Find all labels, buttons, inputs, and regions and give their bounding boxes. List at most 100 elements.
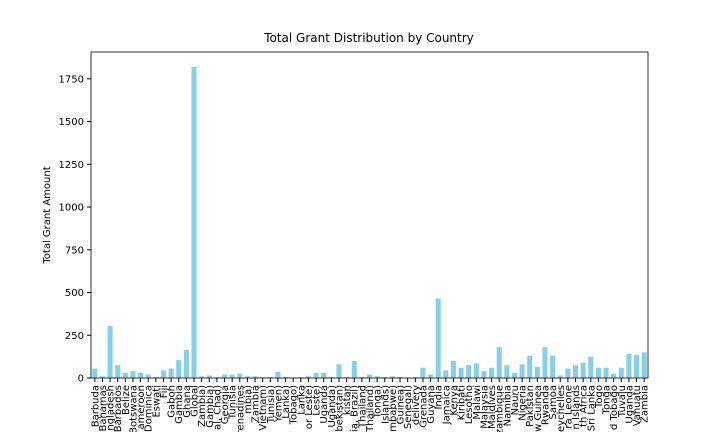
x-tick-label: Zambia (251, 385, 262, 423)
bar (92, 368, 98, 378)
bar (511, 372, 517, 378)
bar (366, 374, 373, 378)
bar (130, 371, 136, 378)
bar (466, 365, 472, 378)
bar (244, 376, 250, 378)
x-tick-label: Yemen) (273, 385, 284, 423)
bar (603, 367, 609, 378)
x-tick-label: Ghana (182, 385, 193, 418)
x-tick-label: Malawi (472, 385, 483, 420)
bar (595, 367, 601, 378)
bar (550, 355, 556, 378)
x-tick-label: Gabon (167, 385, 178, 418)
y-tick-label: 1500 (59, 117, 84, 128)
x-tick-label: bekistan) (334, 385, 345, 432)
x-tick-label: Tonga) (373, 385, 384, 419)
bar (298, 377, 304, 378)
y-tick-label: 1000 (59, 203, 84, 214)
x-tick-label: Tonga (602, 385, 613, 415)
bar (138, 372, 144, 378)
x-tick-label: Senegal) (403, 385, 414, 429)
bar (527, 355, 533, 378)
x-tick-label: India (434, 385, 445, 410)
x-tick-label: Belize (121, 385, 132, 415)
bar (275, 372, 281, 378)
bar (412, 377, 418, 378)
bar (260, 377, 266, 378)
x-tick-label: Vanuatu (632, 385, 643, 426)
y-tick-label: 750 (65, 245, 84, 256)
y-axis-label: Total Grant Amount (42, 166, 53, 264)
x-tick-label: Barbuda (90, 385, 101, 427)
bar (344, 377, 350, 378)
bar (382, 377, 388, 378)
x-tick-label: Zambia (640, 385, 651, 423)
bar (313, 372, 319, 378)
y-tick-label: 500 (65, 288, 84, 299)
x-tick-label: Zambia) (197, 385, 208, 427)
x-tick-label: Uganda (624, 385, 635, 424)
bar (336, 364, 342, 378)
bar (557, 375, 563, 378)
bar (160, 370, 167, 378)
x-tick-label: Seychelles (556, 385, 567, 432)
x-tick-label: Samoa (548, 385, 559, 419)
bar (572, 365, 579, 378)
x-tick-label: Georgia (220, 385, 231, 424)
x-tick-label: ia, Brazil) (350, 385, 361, 432)
x-tick-label: Tobago) (289, 385, 300, 425)
x-tick-label: Lesotho (464, 385, 475, 424)
x-tick-label: zambique (495, 385, 506, 432)
bar (252, 376, 258, 378)
x-tick-label: Tuvalu (617, 385, 628, 418)
bar (176, 360, 182, 378)
bar (237, 373, 243, 378)
bar (183, 349, 189, 378)
x-tick-label: Pakistan (525, 385, 536, 427)
x-tick-label: Botswana (128, 385, 139, 432)
bar (145, 374, 151, 378)
x-tick-label: Bahamas (98, 385, 109, 432)
x-tick-label: ngladesh (106, 385, 117, 431)
x-tick-label: Thailand) (365, 385, 376, 432)
x-tick-label: Jamaica (441, 385, 452, 425)
x-tick-label: Nauru (510, 385, 521, 415)
x-tick-label: Tunisia (228, 385, 239, 420)
x-tick-label: Guyana (426, 385, 437, 424)
x-tick-label: Dominica (144, 385, 155, 432)
x-tick-label: mbabwe) (388, 385, 399, 432)
bar (634, 354, 640, 378)
bar (229, 374, 235, 378)
x-tick-label: w Guinea (533, 385, 544, 432)
bar (618, 367, 624, 378)
bar (389, 376, 395, 378)
bar (321, 372, 327, 378)
bar (222, 374, 228, 378)
x-tick-label: or Leste) (304, 385, 315, 429)
bar (168, 368, 174, 378)
bar (374, 376, 380, 378)
bar (214, 377, 220, 378)
bar (580, 362, 586, 378)
x-tick-label: Sri Lanka (586, 385, 597, 431)
bar (588, 356, 594, 378)
bar (435, 298, 441, 378)
chart-title: Total Grant Distribution by Country (263, 31, 474, 45)
x-tick-label: Grenadines (235, 385, 246, 432)
y-tick-label: 250 (65, 331, 84, 342)
bar (534, 366, 540, 378)
x-tick-label: Islands) (380, 385, 391, 424)
x-tick-label: Namibia (502, 385, 513, 426)
x-tick-label: Maldives (487, 385, 498, 429)
x-tick-label: Gambia) (205, 385, 216, 428)
x-tick-label: Nigeria (518, 385, 529, 421)
bar (458, 367, 464, 378)
y-tick-label: 0 (78, 374, 84, 385)
bar (641, 352, 647, 378)
x-tick-label: ameroon (136, 385, 147, 430)
bar (153, 377, 159, 378)
x-tick-label: Grenada (418, 385, 429, 428)
x-tick-label: Vietnam) (258, 385, 269, 431)
bar (283, 377, 289, 378)
